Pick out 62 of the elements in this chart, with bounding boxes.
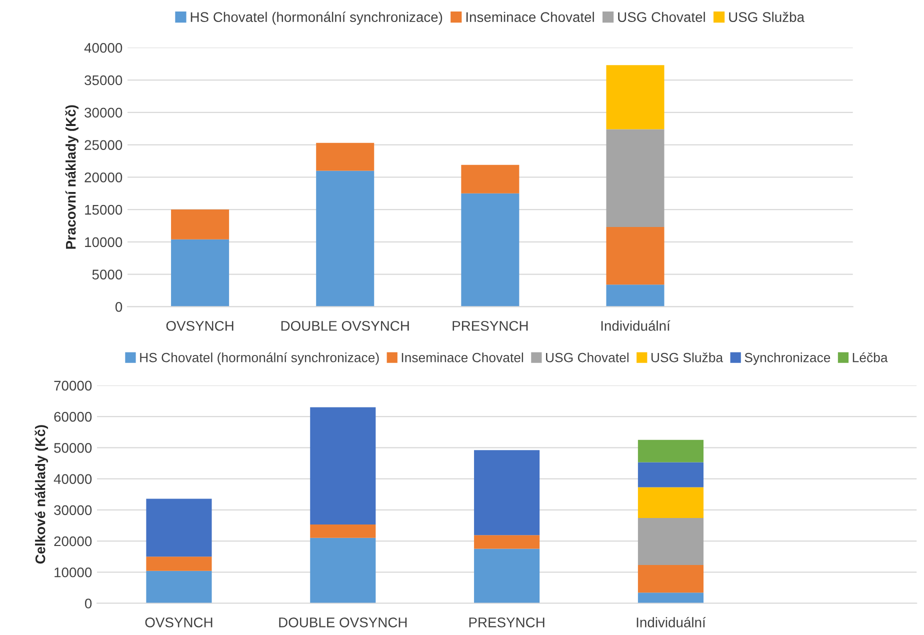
x-tick-label: PRESYNCH — [469, 618, 544, 628]
bar — [146, 570, 212, 604]
bar — [638, 440, 704, 462]
x-tick-label: Individuální — [601, 320, 670, 331]
bar — [606, 284, 664, 307]
y-tick-label: 60000 — [54, 412, 92, 422]
bar — [606, 65, 664, 130]
y-tick-label: 70000 — [54, 380, 92, 391]
y-tick-label: 30000 — [84, 108, 122, 118]
legend-label: HS Chovatel (hormonální synchronizace) — [140, 352, 379, 365]
legend-label: HS Chovatel (hormonální synchronizace) — [190, 12, 442, 25]
y-tick-label: 0 — [115, 302, 122, 312]
y-tick-label: 5000 — [92, 270, 122, 280]
y-tick-label: 15000 — [85, 204, 122, 215]
x-tick-label: DOUBLE OVSYNCH — [281, 320, 409, 331]
bar — [461, 193, 520, 307]
bar — [638, 487, 704, 518]
bar — [171, 239, 230, 307]
y-tick-label: 0 — [84, 598, 92, 608]
x-tick-label: OVSYNCH — [145, 618, 212, 628]
y-tick-label: 20000 — [54, 536, 92, 546]
y-tick-label: 40000 — [54, 474, 92, 484]
bar — [474, 535, 540, 549]
x-tick-label: PRESYNCH — [452, 320, 528, 331]
bar — [638, 462, 704, 488]
y-tick-label: 10000 — [54, 567, 92, 578]
legend-label: Inseminace Chovatel — [402, 352, 524, 362]
legend-label: Inseminace Chovatel — [466, 12, 594, 22]
y-tick-label: 20000 — [84, 172, 122, 182]
y-tick-label: 25000 — [84, 140, 122, 150]
bar — [606, 129, 664, 228]
x-tick-label: OVSYNCH — [166, 320, 234, 331]
bar — [310, 538, 376, 604]
bar — [474, 450, 540, 536]
legend-label: USG Chovatel — [618, 12, 705, 22]
bar — [474, 548, 540, 604]
bar — [316, 170, 374, 307]
legend-label: Léčba — [852, 352, 888, 362]
legend-label: USG Služba — [729, 12, 804, 22]
y-tick-label: 35000 — [84, 75, 122, 86]
y-tick-label: 50000 — [54, 443, 92, 453]
y-tick-label: 10000 — [85, 237, 122, 248]
legend-label: Synchronizace — [744, 352, 830, 365]
bar — [146, 556, 212, 571]
bar — [461, 164, 520, 194]
legend-label: USG Chovatel — [546, 352, 628, 362]
legend-label: USG Služba — [651, 352, 724, 362]
bar — [171, 210, 230, 240]
x-tick-label: Individuální — [636, 616, 706, 628]
bar — [638, 518, 704, 565]
y-axis-title: Celkové náklady (Kč) — [34, 425, 48, 564]
y-tick-label: 30000 — [54, 505, 92, 516]
bar — [316, 142, 374, 171]
x-tick-label: DOUBLE OVSYNCH — [279, 618, 407, 628]
bar — [310, 524, 376, 538]
bar — [146, 498, 212, 557]
bar — [606, 227, 664, 285]
bar — [638, 592, 704, 604]
bar — [310, 407, 376, 525]
y-tick-label: 40000 — [84, 42, 122, 53]
bar — [638, 564, 704, 593]
y-axis-title: Pracovní náklady (Kč) — [65, 105, 78, 249]
